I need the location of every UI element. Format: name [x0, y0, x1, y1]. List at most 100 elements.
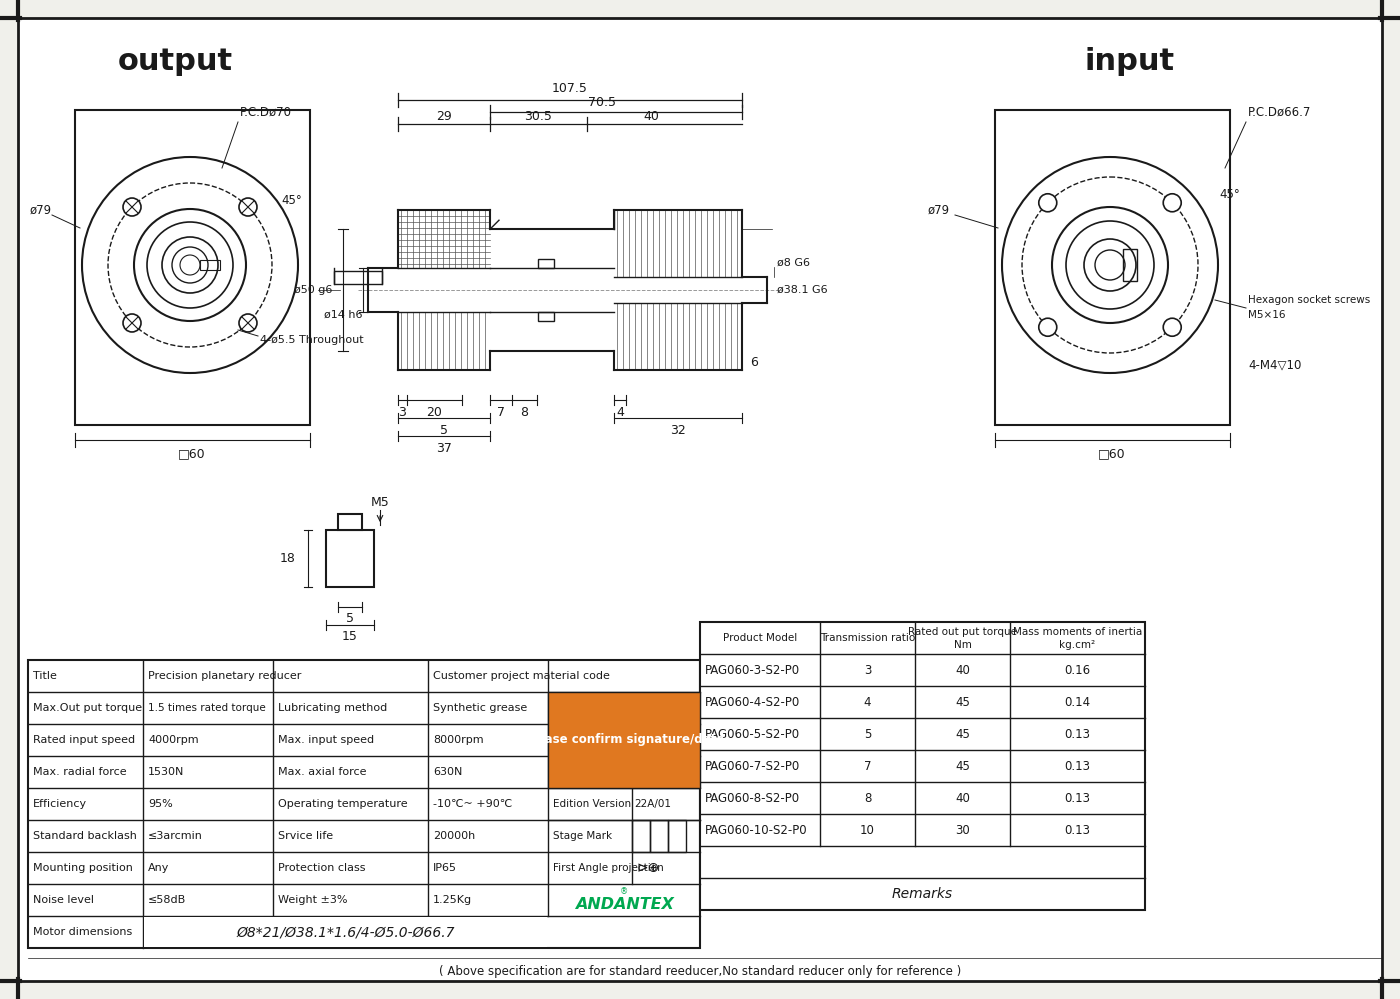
Text: 107.5: 107.5	[552, 82, 588, 95]
Text: PAG060-3-S2-P0: PAG060-3-S2-P0	[706, 663, 801, 676]
Text: 45: 45	[955, 695, 970, 708]
Text: 0.13: 0.13	[1064, 759, 1091, 772]
Text: Hexagon socket screws: Hexagon socket screws	[1247, 295, 1371, 305]
Text: ≤3arcmin: ≤3arcmin	[148, 831, 203, 841]
Text: ø50 g6: ø50 g6	[294, 285, 332, 295]
Bar	[335, 271, 382, 284]
Circle shape	[123, 314, 141, 332]
Text: kg.cm²: kg.cm²	[1060, 640, 1096, 650]
Text: Stage Mark: Stage Mark	[553, 831, 612, 841]
Text: 45: 45	[955, 759, 970, 772]
Text: Precision planetary reducer: Precision planetary reducer	[148, 671, 301, 681]
Text: 1530N: 1530N	[148, 767, 185, 777]
Text: Mounting position: Mounting position	[34, 863, 133, 873]
Text: Any: Any	[148, 863, 169, 873]
Text: 8: 8	[521, 406, 529, 419]
Text: 0.13: 0.13	[1064, 823, 1091, 836]
Text: 5: 5	[346, 612, 354, 625]
Circle shape	[239, 314, 258, 332]
Text: IP65: IP65	[433, 863, 456, 873]
Circle shape	[239, 198, 258, 216]
Text: Transmission ratio: Transmission ratio	[820, 633, 916, 643]
Text: 32: 32	[671, 424, 686, 437]
Text: Max. axial force: Max. axial force	[279, 767, 367, 777]
Text: 3: 3	[399, 406, 406, 419]
Text: 4: 4	[616, 406, 624, 419]
Text: PAG060-8-S2-P0: PAG060-8-S2-P0	[706, 791, 801, 804]
Text: 4000rpm: 4000rpm	[148, 735, 199, 745]
Text: 20: 20	[427, 406, 442, 419]
Text: 18: 18	[280, 552, 295, 565]
Text: Customer project material code: Customer project material code	[433, 671, 610, 681]
Text: ( Above specification are for standard reeducer,No standard reducer only for ref: ( Above specification are for standard r…	[438, 965, 962, 978]
Text: 630N: 630N	[433, 767, 462, 777]
Text: 8000rpm: 8000rpm	[433, 735, 483, 745]
Text: Motor dimensions: Motor dimensions	[34, 927, 132, 937]
Text: Remarks: Remarks	[892, 887, 953, 901]
Text: 45°: 45°	[281, 194, 302, 207]
Text: Rated input speed: Rated input speed	[34, 735, 136, 745]
Text: 0.16: 0.16	[1064, 663, 1091, 676]
Bar	[76, 110, 309, 425]
Text: ø79: ø79	[928, 204, 951, 217]
Text: 4-M4▽10: 4-M4▽10	[1247, 359, 1302, 372]
Text: ø8 G6: ø8 G6	[777, 257, 811, 267]
Text: 7: 7	[497, 406, 505, 419]
Text: 40: 40	[955, 791, 970, 804]
Text: ®: ®	[620, 887, 629, 896]
Text: 45: 45	[955, 727, 970, 740]
Text: 70.5: 70.5	[588, 97, 616, 110]
Text: 1.5 times rated torque: 1.5 times rated torque	[148, 703, 266, 713]
Bar	[398, 210, 742, 370]
Bar	[650, 820, 668, 852]
Bar	[200, 260, 220, 270]
Text: 30.5: 30.5	[524, 110, 552, 123]
Bar	[700, 622, 1145, 910]
Text: 40: 40	[955, 663, 970, 676]
Text: 1.25Kg: 1.25Kg	[433, 895, 472, 905]
Text: 3: 3	[864, 663, 871, 676]
Text: Product Model: Product Model	[722, 633, 797, 643]
Text: Title: Title	[34, 671, 57, 681]
Text: M5: M5	[371, 496, 389, 508]
Bar	[326, 530, 374, 587]
Bar	[1123, 249, 1137, 281]
Text: Weight ±3%: Weight ±3%	[279, 895, 347, 905]
Text: 5: 5	[440, 424, 448, 437]
Text: PAG060-4-S2-P0: PAG060-4-S2-P0	[706, 695, 801, 708]
Text: Lubricating method: Lubricating method	[279, 703, 388, 713]
Text: Nm: Nm	[953, 640, 972, 650]
Text: ø14 h6: ø14 h6	[323, 310, 363, 320]
Text: 10: 10	[860, 823, 875, 836]
Text: 0.13: 0.13	[1064, 791, 1091, 804]
Text: Max. input speed: Max. input speed	[279, 735, 374, 745]
Text: 40: 40	[643, 110, 659, 123]
Text: 5: 5	[864, 727, 871, 740]
Text: First Angle projection: First Angle projection	[553, 863, 664, 873]
Text: 95%: 95%	[148, 799, 172, 809]
Text: PAG060-10-S2-P0: PAG060-10-S2-P0	[706, 823, 808, 836]
Text: Mass moments of inertia: Mass moments of inertia	[1012, 627, 1142, 637]
Text: 29: 29	[437, 110, 452, 123]
Text: Standard backlash: Standard backlash	[34, 831, 137, 841]
Text: Synthetic grease: Synthetic grease	[433, 703, 528, 713]
Text: 22A/01: 22A/01	[634, 799, 672, 809]
Bar	[995, 110, 1231, 425]
Text: ⊳⊕: ⊳⊕	[637, 861, 659, 875]
Text: 37: 37	[435, 442, 452, 455]
Circle shape	[1163, 194, 1182, 212]
Text: Noise level: Noise level	[34, 895, 94, 905]
Text: ≤58dB: ≤58dB	[148, 895, 186, 905]
Text: P.C.Dø70: P.C.Dø70	[239, 106, 293, 119]
Text: PAG060-5-S2-P0: PAG060-5-S2-P0	[706, 727, 801, 740]
Bar	[538, 313, 554, 322]
Bar	[144, 917, 547, 947]
Bar	[337, 514, 363, 530]
Text: 7: 7	[864, 759, 871, 772]
Text: 15: 15	[342, 630, 358, 643]
Text: 6: 6	[750, 357, 757, 370]
Text: ø38.1 G6: ø38.1 G6	[777, 285, 827, 295]
Bar	[28, 660, 700, 948]
Text: ø79: ø79	[29, 204, 52, 217]
Text: □60: □60	[1098, 448, 1126, 461]
